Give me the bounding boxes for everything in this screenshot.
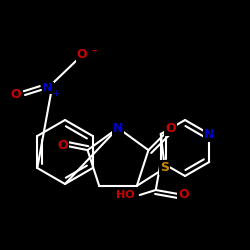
Text: +: +: [52, 88, 60, 98]
Text: N: N: [44, 83, 52, 93]
Text: N: N: [113, 122, 123, 134]
Text: O: O: [178, 188, 189, 202]
Text: HO: HO: [116, 190, 135, 200]
Text: S: S: [160, 162, 169, 174]
Text: N: N: [204, 128, 214, 140]
Text: -: -: [91, 42, 97, 58]
Text: O: O: [165, 122, 176, 134]
Text: O: O: [57, 138, 68, 151]
Text: O: O: [77, 48, 87, 62]
Text: O: O: [11, 88, 21, 102]
